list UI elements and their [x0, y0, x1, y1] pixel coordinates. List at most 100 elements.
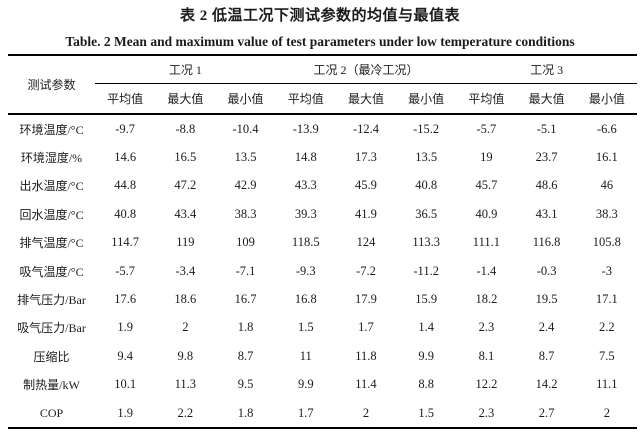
value-cell: 11.4 [355, 377, 377, 392]
value-cell: -9.3 [295, 263, 316, 278]
value-cell: 8.7 [538, 348, 555, 363]
value-cell: 124 [356, 235, 376, 250]
value-cell: 9.8 [177, 348, 194, 363]
row-label: 排气压力/Bar [17, 293, 86, 308]
value-cell: 13.5 [234, 150, 257, 165]
value-cell: 46 [600, 178, 614, 193]
row-label: 出水温度/°C [19, 179, 84, 194]
value-cell: 43.3 [294, 178, 317, 193]
value-cell: 39.3 [294, 206, 317, 221]
value-cell: 8.7 [237, 348, 254, 363]
value-cell: -3.4 [175, 263, 196, 278]
table-row: 环境温度/°C -9.7 -8.8 -10.4 -13.9 -12.4 -15.2 -5.7 -… [8, 114, 637, 143]
value-cell: 105.8 [592, 235, 621, 250]
group-header-condition-1: 工况 1 [95, 55, 276, 84]
value-cell: -8.8 [175, 121, 196, 136]
value-cell: -3 [601, 263, 613, 278]
sub-header-max-1: 最大值 [155, 83, 216, 115]
value-cell: 14.6 [114, 150, 137, 165]
value-cell: 1.7 [358, 320, 374, 335]
value-cell: 16.1 [595, 150, 618, 165]
table-row: 出水温度/°C 44.8 47.2 42.9 43.3 45.9 40.8 45.7 48.6 4… [8, 172, 637, 200]
value-cell: 12.2 [475, 377, 498, 392]
row-label: 排气温度/°C [19, 236, 84, 251]
value-cell: 2.4 [538, 320, 555, 335]
value-cell: 1.8 [237, 405, 254, 420]
table-row: 制热量/kW 10.1 11.3 9.5 9.9 11.4 8.8 12.2 14.2 11.1 [8, 371, 637, 399]
value-cell: 48.6 [535, 178, 558, 193]
value-cell: 9.5 [237, 377, 254, 392]
group-header-condition-3: 工况 3 [456, 55, 637, 84]
value-cell: 36.5 [415, 206, 438, 221]
value-cell: -15.2 [413, 121, 440, 136]
value-cell: 23.7 [535, 150, 558, 165]
value-cell: 2 [182, 320, 189, 335]
sub-header-max-2: 最大值 [335, 83, 397, 115]
value-cell: -7.1 [235, 263, 256, 278]
value-cell: 2.2 [599, 320, 615, 335]
value-cell: -0.3 [536, 263, 557, 278]
value-cell: 40.9 [475, 206, 498, 221]
value-cell: 9.9 [297, 377, 314, 392]
value-cell: 113.3 [412, 235, 440, 250]
value-cell: 1.5 [418, 405, 434, 420]
value-cell: -5.7 [115, 263, 136, 278]
table-row: 压缩比 9.4 9.8 8.7 11 11.8 9.9 8.1 8.7 7.5 [8, 342, 637, 370]
value-cell: 2.3 [478, 405, 495, 420]
value-cell: 19.5 [535, 292, 558, 307]
value-cell: 1.9 [117, 320, 133, 335]
value-cell: 17.9 [355, 292, 377, 307]
value-cell: 18.6 [174, 292, 197, 307]
value-cell: -7.2 [356, 263, 376, 278]
table-row: 排气温度/°C 114.7 119 109 118.5 124 113.3 111.1 116.… [8, 229, 637, 257]
table-row: COP 1.9 2.2 1.8 1.7 2 1.5 2.3 2.7 2 [8, 399, 637, 428]
value-cell: 45.7 [475, 178, 498, 193]
value-cell: 13.5 [415, 150, 438, 165]
value-cell: 43.4 [174, 206, 197, 221]
group-header-row: 测试参数 工况 1 工况 2（最冷工况） 工况 3 [8, 55, 637, 115]
value-cell: 43.1 [535, 206, 558, 221]
value-cell: -6.6 [596, 121, 617, 136]
table-row: 吸气压力/Bar 1.9 2 1.8 1.5 1.7 1.4 2.3 2.4 2.2 [8, 314, 637, 342]
sub-header-min-2: 最小值 [396, 83, 457, 115]
sub-header-max-3: 最大值 [516, 83, 577, 115]
value-cell: 19 [480, 150, 493, 165]
value-cell: 38.3 [595, 206, 618, 221]
value-cell: 42.9 [234, 178, 257, 193]
row-label: 吸气压力/Bar [17, 321, 86, 336]
sub-header-row: 平均值 最大值 最小值 平均值 最大值 最小值 平均值 最大值 最小值 [8, 83, 637, 115]
value-cell: 109 [236, 235, 255, 250]
value-cell: -5.1 [536, 121, 557, 136]
row-label: 环境温度/°C [19, 122, 84, 137]
value-cell: 15.9 [415, 292, 438, 307]
value-cell: 1.5 [297, 320, 314, 335]
value-cell: 38.3 [234, 206, 257, 221]
value-cell: -1.4 [476, 263, 497, 278]
value-cell: 40.8 [114, 206, 137, 221]
value-cell: 17.6 [114, 292, 137, 307]
value-cell: 17.3 [355, 150, 377, 165]
row-label: 压缩比 [33, 349, 70, 364]
row-label: 制热量/kW [23, 378, 80, 393]
value-cell: -10.4 [232, 121, 259, 136]
value-cell: 1.7 [297, 405, 314, 420]
value-cell: 11.1 [596, 377, 618, 392]
value-cell: 1.9 [117, 405, 133, 420]
value-cell: 14.8 [294, 150, 317, 165]
value-cell: 45.9 [355, 178, 377, 193]
table-row: 吸气温度/°C -5.7 -3.4 -7.1 -9.3 -7.2 -11.2 -1.4 -0.3… [8, 257, 637, 285]
value-cell: 2.2 [177, 405, 194, 420]
sub-header-min-1: 最小值 [215, 83, 276, 115]
value-cell: 41.9 [355, 206, 377, 221]
value-cell: 1.8 [237, 320, 254, 335]
value-cell: 10.1 [114, 377, 137, 392]
value-cell: 2.3 [478, 320, 495, 335]
row-label: 环境湿度/% [20, 151, 83, 166]
sub-header-mean-2: 平均值 [275, 83, 336, 115]
value-cell: 17.1 [595, 292, 618, 307]
value-cell: 18.2 [475, 292, 498, 307]
value-cell: -9.7 [115, 121, 136, 136]
value-cell: 9.9 [418, 348, 434, 363]
value-cell: -5.7 [476, 121, 497, 136]
table-row: 回水温度/°C 40.8 43.4 38.3 39.3 41.9 36.5 40.9 43.1 3… [8, 200, 637, 228]
